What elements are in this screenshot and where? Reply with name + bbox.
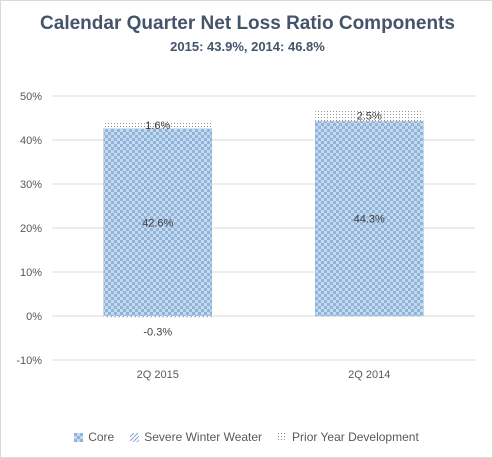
y-tick-label: 50%	[20, 91, 42, 103]
x-tick-label: 2Q 2014	[348, 369, 390, 381]
bar-severe-winter-weater	[103, 316, 212, 318]
legend-label-core: Core	[88, 430, 115, 444]
legend-item-prior-year-development: Prior Year Development	[278, 430, 419, 444]
data-label-prior-year-development: 2.5%	[357, 111, 382, 123]
y-tick-label: -10%	[16, 355, 42, 367]
data-label-core: 42.6%	[142, 217, 173, 229]
y-tick-label: 10%	[20, 267, 42, 279]
legend-item-core: Core	[74, 430, 114, 444]
y-tick-label: 30%	[20, 179, 42, 191]
y-tick-label: 20%	[20, 223, 42, 235]
data-label-core: 44.3%	[354, 214, 385, 226]
chart-legend: Core Severe Winter Weater Prior Year Dev…	[0, 430, 493, 444]
chart-title: Calendar Quarter Net Loss Ratio Componen…	[40, 13, 455, 34]
legend-label-severe-winter-weather: Severe Winter Weater	[144, 430, 263, 444]
legend-item-severe-winter-weather: Severe Winter Weater	[130, 430, 262, 444]
bar-core	[103, 128, 212, 317]
legend-swatch-core	[74, 432, 84, 442]
data-label-prior-year-development: 1.6%	[145, 120, 170, 132]
bar-prior-year-development	[103, 121, 212, 129]
chart-subtitle: 2015: 43.9%, 2014: 46.8%	[170, 39, 325, 54]
y-tick-label: 0%	[26, 311, 42, 323]
data-label-severe-winter-weater: -0.3%	[143, 326, 172, 338]
y-tick-label: 40%	[20, 135, 42, 147]
legend-swatch-prior-year-development	[278, 432, 288, 442]
legend-swatch-severe-winter-weather	[130, 432, 140, 442]
bar-prior-year-development	[315, 110, 424, 122]
x-tick-label: 2Q 2015	[137, 369, 179, 381]
bar-core	[315, 120, 424, 317]
legend-label-prior-year-development: Prior Year Development	[292, 430, 419, 444]
